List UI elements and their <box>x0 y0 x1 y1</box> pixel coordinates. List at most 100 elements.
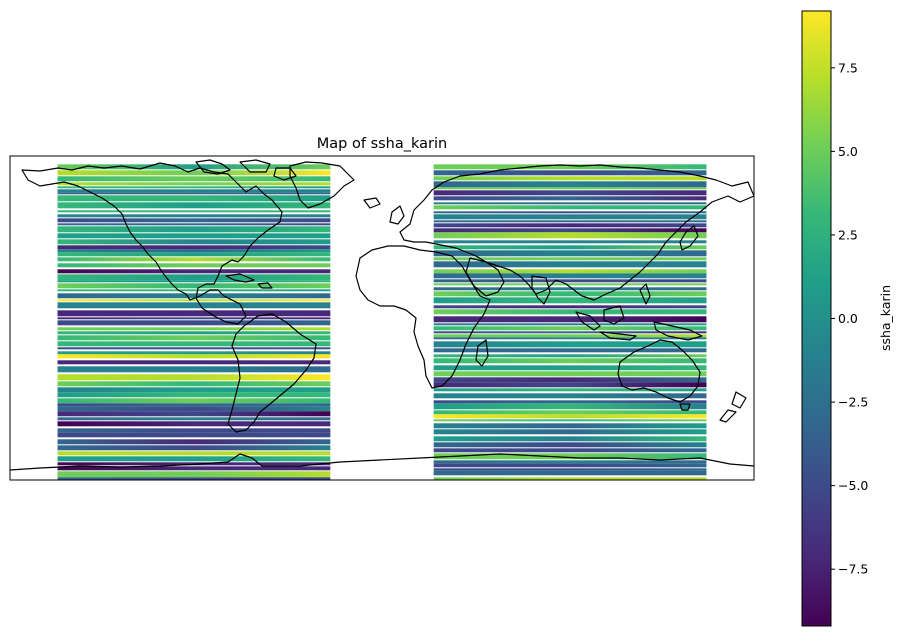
swath-stripe <box>433 297 707 304</box>
colorbar-tick-label: 7.5 <box>838 60 858 75</box>
swath-stripe <box>57 451 331 456</box>
swath-stripe <box>433 442 707 448</box>
swath-stripe <box>433 463 707 468</box>
swath-stripe <box>433 419 707 422</box>
colorbar-tick-label: 5.0 <box>838 144 858 159</box>
swath-stripe <box>433 316 707 323</box>
swath-stripe <box>433 403 707 410</box>
swath-stripe <box>433 190 707 196</box>
swath-stripe <box>433 170 707 176</box>
swath-stripe <box>57 164 331 170</box>
swath-stripe <box>57 257 331 262</box>
swath-stripe <box>57 403 331 407</box>
colorbar-tick-label: 0.0 <box>838 311 858 326</box>
colorbar-tick-label: −2.5 <box>838 395 868 410</box>
colorbar-tick-label: 2.5 <box>838 227 858 242</box>
swath-stripe <box>433 223 707 228</box>
swath-stripe <box>57 214 331 218</box>
swath-stripe <box>433 448 707 453</box>
swath-stripe <box>433 240 707 244</box>
swath-layer <box>57 164 707 480</box>
swath-stripe <box>57 432 331 438</box>
coastlines <box>10 159 754 471</box>
swath-stripe <box>433 187 707 190</box>
swath-stripe <box>433 176 707 181</box>
swath-stripe <box>433 211 707 214</box>
map-frame <box>9 155 755 481</box>
swath-stripe <box>433 326 707 331</box>
swath-stripe <box>57 347 331 350</box>
swath-stripe <box>433 429 707 435</box>
swath-stripe <box>57 283 331 289</box>
swath-stripe <box>433 331 707 334</box>
swath-stripe <box>433 460 707 464</box>
swath-stripe <box>57 293 331 299</box>
swath-stripe <box>57 351 331 355</box>
swath-stripe <box>57 456 331 462</box>
swath-stripe <box>433 164 707 170</box>
swath-stripe <box>57 263 331 268</box>
swath-stripe <box>433 245 707 250</box>
swath-stripe <box>57 320 331 326</box>
colorbar-label: ssha_karin <box>878 285 893 351</box>
swath-stripe <box>433 414 707 419</box>
swath-stripe <box>57 398 331 404</box>
colorbar-tick-label: −5.0 <box>838 478 868 493</box>
swath-stripe <box>57 245 331 250</box>
swath-stripe <box>57 186 331 189</box>
swath-stripe <box>57 417 331 421</box>
swath-stripe <box>57 182 331 186</box>
swath-stripe <box>433 220 707 223</box>
swath-stripe <box>433 269 707 274</box>
swath-stripe <box>433 305 707 309</box>
swath-stripe <box>433 228 707 233</box>
swath-stripe <box>433 287 707 291</box>
swath-stripe <box>57 439 331 445</box>
swath-stripe <box>433 470 707 476</box>
swath-stripe <box>433 453 707 460</box>
swath-stripe <box>57 477 331 480</box>
swath-stripe <box>57 466 331 471</box>
swath-stripe <box>57 280 331 283</box>
swath-stripe <box>433 400 707 404</box>
colorbar: −7.5 −5.0 −2.5 0.0 2.5 5.0 7.5 ssha_karin <box>801 10 893 627</box>
swath-stripe <box>433 436 707 442</box>
swath-stripe <box>433 273 707 279</box>
swath-stripe <box>57 360 331 365</box>
swath-stripe <box>57 406 331 412</box>
swath-stripe <box>57 210 331 213</box>
swath-stripe <box>433 477 707 480</box>
colorbar-scale <box>801 10 832 627</box>
swath-stripe <box>433 261 707 268</box>
swath-stripe <box>57 445 331 451</box>
swath-stripe <box>57 310 331 317</box>
swath-stripe <box>433 309 707 315</box>
swath-stripe <box>433 410 707 415</box>
swath-stripe <box>433 214 707 220</box>
swath-stripe <box>433 365 707 371</box>
swath-stripe <box>433 468 707 471</box>
swath-stripe <box>57 195 331 202</box>
swath-stripe <box>57 366 331 373</box>
swath-stripe <box>433 337 707 340</box>
swath-stripe <box>433 279 707 283</box>
swath-stripe <box>433 181 707 188</box>
swath-stripe <box>433 377 707 383</box>
swath-stripe <box>433 257 707 261</box>
swath-stripe <box>433 388 707 392</box>
swath-stripe <box>433 382 707 388</box>
swath-stripe <box>433 358 707 364</box>
swath-stripe <box>57 331 331 335</box>
swath-stripe <box>433 323 707 326</box>
swath-stripe <box>57 299 331 302</box>
swath-stripe <box>433 283 707 286</box>
swath-stripe <box>433 202 707 205</box>
swath-stripe <box>57 252 331 257</box>
colorbar-tick-label: −7.5 <box>838 562 868 577</box>
swath-stripe <box>433 423 707 429</box>
colorbar-ticks: −7.5 −5.0 −2.5 0.0 2.5 5.0 7.5 <box>831 60 868 577</box>
swath-stripe <box>57 192 331 195</box>
swath-stripe <box>57 249 331 253</box>
swath-stripe <box>57 341 331 347</box>
